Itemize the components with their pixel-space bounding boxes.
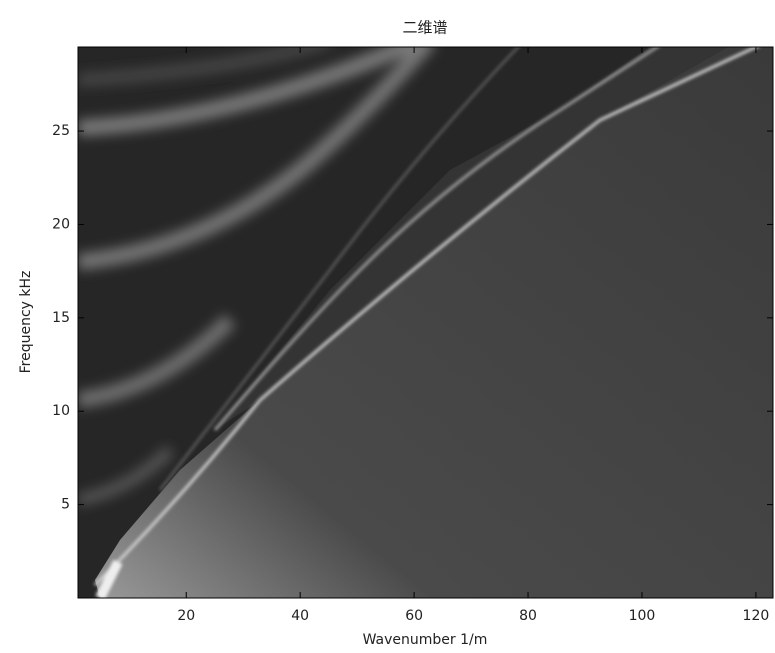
y-tick-label: 5 — [61, 497, 70, 513]
spectrum-image — [78, 47, 773, 598]
y-tick-label: 10 — [52, 403, 70, 419]
x-axis-label: Wavenumber 1/m — [363, 632, 488, 648]
x-tick-label: 20 — [177, 608, 195, 624]
plot-frame — [77, 46, 774, 599]
y-tick-label: 20 — [52, 216, 70, 232]
x-tick-label: 120 — [743, 608, 770, 624]
chart-title: 二维谱 — [402, 19, 447, 37]
y-axis-label: Frequency kHz — [18, 271, 34, 374]
x-tick-label: 60 — [405, 608, 423, 624]
y-tick-label: 15 — [52, 310, 70, 326]
x-tick-label: 40 — [291, 608, 309, 624]
x-tick-label: 80 — [519, 608, 537, 624]
y-tick-label: 25 — [52, 123, 70, 139]
x-tick-label: 100 — [629, 608, 656, 624]
